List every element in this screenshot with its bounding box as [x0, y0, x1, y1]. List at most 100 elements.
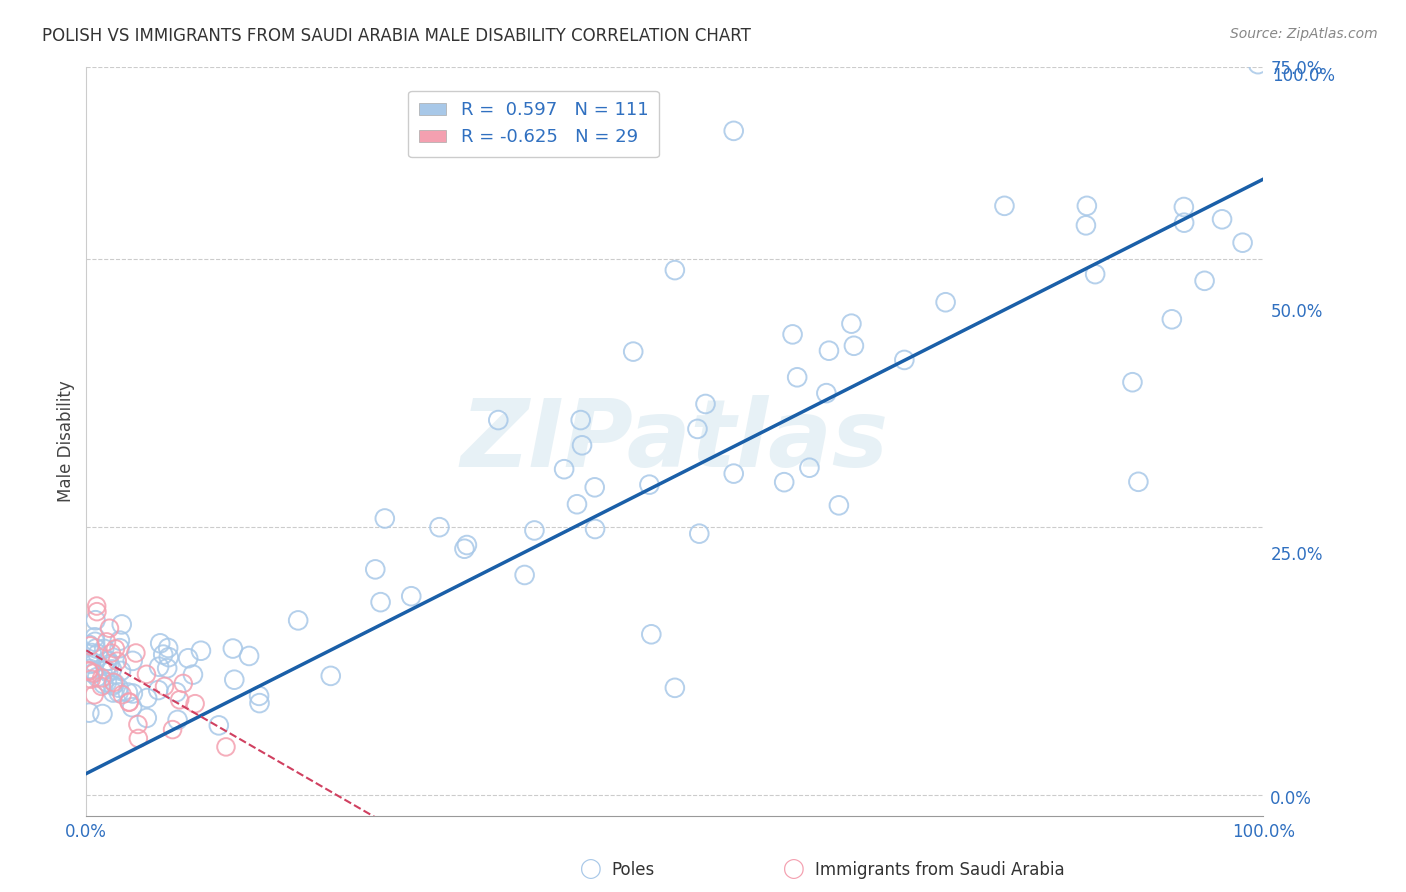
Point	[621, 344, 644, 359]
Point	[569, 413, 592, 427]
Point	[110, 664, 132, 678]
Point	[83, 656, 105, 670]
Point	[513, 568, 536, 582]
Text: 100.0%: 100.0%	[1272, 67, 1334, 85]
Point	[111, 688, 134, 702]
Point	[723, 124, 745, 138]
Point	[688, 526, 710, 541]
Point	[1173, 216, 1195, 230]
Point	[97, 654, 120, 668]
Point	[319, 669, 342, 683]
Point	[149, 636, 172, 650]
Point	[91, 706, 114, 721]
Point	[125, 646, 148, 660]
Point	[166, 713, 188, 727]
Point	[111, 617, 134, 632]
Point	[177, 651, 200, 665]
Point	[90, 679, 112, 693]
Point	[104, 641, 127, 656]
Point	[583, 480, 606, 494]
Point	[156, 661, 179, 675]
Point	[86, 670, 108, 684]
Point	[249, 696, 271, 710]
Point	[118, 695, 141, 709]
Point	[162, 723, 184, 737]
Point	[523, 524, 546, 538]
Point	[96, 654, 118, 668]
Point	[90, 671, 112, 685]
Point	[135, 667, 157, 681]
Point	[80, 646, 103, 660]
Point	[100, 646, 122, 660]
Point	[640, 627, 662, 641]
Point	[98, 657, 121, 672]
Point	[208, 718, 231, 732]
Point	[152, 648, 174, 662]
Point	[121, 686, 143, 700]
Point	[148, 683, 170, 698]
Point	[108, 633, 131, 648]
Point	[118, 695, 141, 709]
Point	[172, 676, 194, 690]
Point	[1194, 274, 1216, 288]
Point	[583, 522, 606, 536]
Text: ◯: ◯	[579, 859, 602, 879]
Point	[136, 691, 159, 706]
Point	[786, 370, 808, 384]
Point	[84, 613, 107, 627]
Point	[842, 339, 865, 353]
Point	[79, 662, 101, 676]
Point	[107, 681, 129, 695]
Point	[103, 675, 125, 690]
Point	[374, 511, 396, 525]
Point	[96, 675, 118, 690]
Point	[127, 717, 149, 731]
Point	[86, 647, 108, 661]
Point	[993, 199, 1015, 213]
Point	[1211, 212, 1233, 227]
Point	[83, 688, 105, 702]
Point	[571, 438, 593, 452]
Point	[117, 685, 139, 699]
Point	[157, 650, 180, 665]
Text: POLISH VS IMMIGRANTS FROM SAUDI ARABIA MALE DISABILITY CORRELATION CHART: POLISH VS IMMIGRANTS FROM SAUDI ARABIA M…	[42, 27, 751, 45]
Y-axis label: Male Disability: Male Disability	[58, 381, 75, 502]
Point	[79, 639, 101, 653]
Point	[935, 295, 957, 310]
Point	[93, 677, 115, 691]
Point	[841, 317, 863, 331]
Point	[565, 497, 588, 511]
Point	[104, 676, 127, 690]
Point	[101, 662, 124, 676]
Point	[370, 595, 392, 609]
Point	[1173, 200, 1195, 214]
Point	[80, 672, 103, 686]
Point	[77, 638, 100, 652]
Point	[456, 538, 478, 552]
Text: Poles: Poles	[612, 861, 655, 879]
Point	[86, 605, 108, 619]
Point	[1121, 375, 1143, 389]
Point	[86, 599, 108, 613]
Point	[190, 644, 212, 658]
Point	[108, 641, 131, 656]
Point	[238, 648, 260, 663]
Point	[287, 613, 309, 627]
Point	[1232, 235, 1254, 250]
Point	[1074, 219, 1097, 233]
Point	[1076, 199, 1098, 213]
Point	[83, 666, 105, 681]
Point	[148, 659, 170, 673]
Point	[773, 475, 796, 490]
Point	[153, 679, 176, 693]
Point	[165, 685, 187, 699]
Point	[184, 697, 207, 711]
Point	[83, 630, 105, 644]
Point	[181, 667, 204, 681]
Point	[77, 665, 100, 679]
Point	[638, 477, 661, 491]
Point	[486, 413, 509, 427]
Legend: R =  0.597   N = 111, R = -0.625   N = 29: R = 0.597 N = 111, R = -0.625 N = 29	[408, 91, 659, 157]
Point	[127, 731, 149, 746]
Point	[224, 673, 246, 687]
